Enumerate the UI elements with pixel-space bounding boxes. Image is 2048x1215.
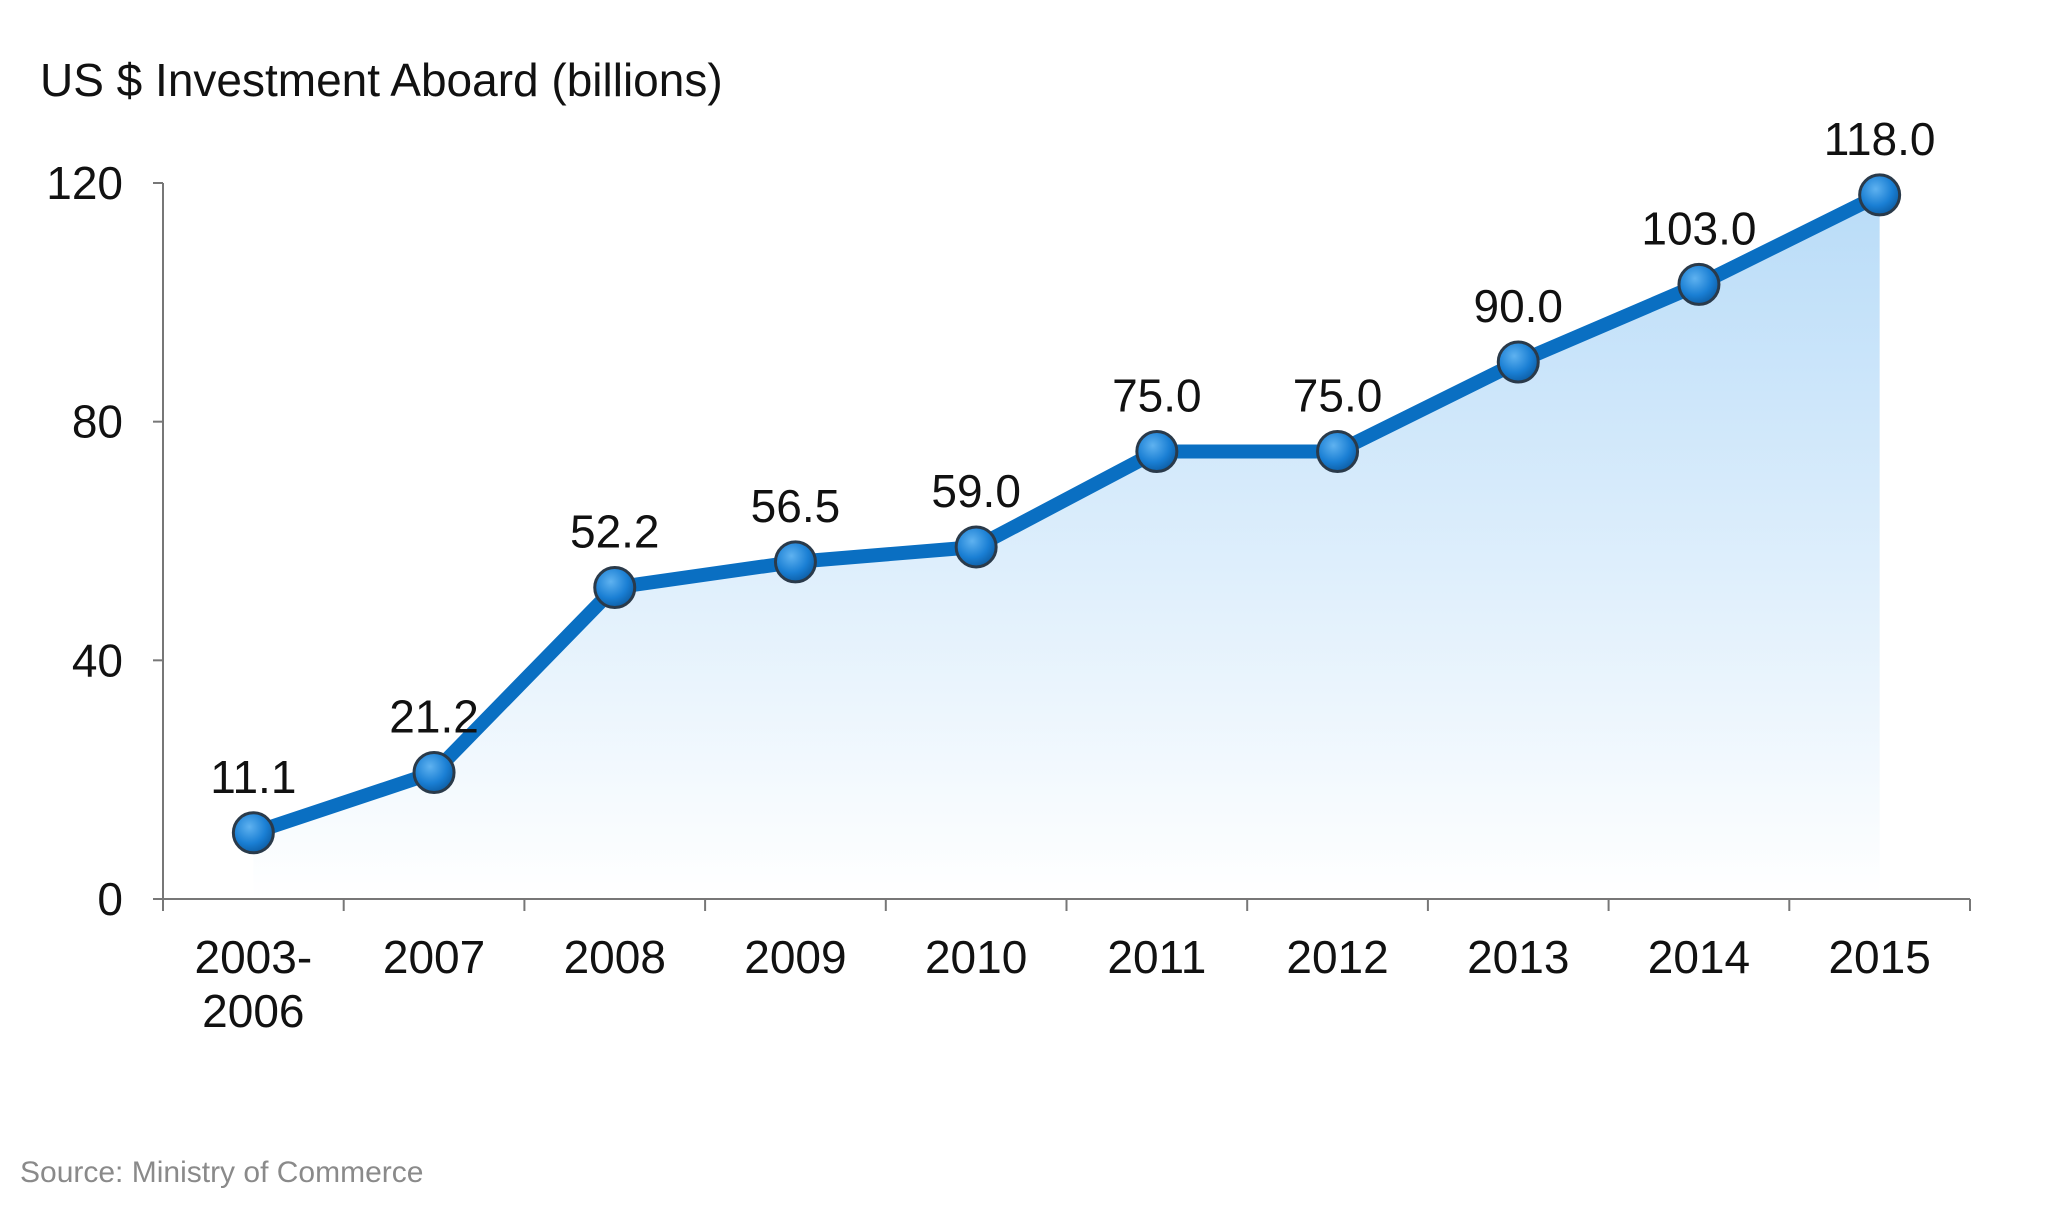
data-point-marker bbox=[1858, 173, 1902, 217]
chart-title: US $ Investment Aboard (billions) bbox=[40, 54, 723, 106]
data-point-marker bbox=[1316, 430, 1360, 473]
data-label: 75.0 bbox=[1112, 370, 1202, 422]
y-tick-label: 80 bbox=[72, 396, 123, 448]
data-point-marker bbox=[773, 540, 817, 584]
data-point-marker bbox=[412, 751, 456, 795]
x-tick-label: 2012 bbox=[1286, 931, 1388, 983]
x-tick-label: 2009 bbox=[744, 931, 846, 983]
data-label: 56.5 bbox=[751, 480, 841, 532]
x-tick-label: 2010 bbox=[925, 931, 1027, 983]
x-tick-label: 2015 bbox=[1828, 931, 1930, 983]
data-point-marker bbox=[231, 811, 275, 855]
x-tick-label: 2008 bbox=[564, 931, 666, 983]
y-tick-label: 40 bbox=[72, 634, 123, 686]
data-label: 103.0 bbox=[1641, 202, 1756, 254]
series-line bbox=[251, 188, 1883, 840]
data-label: 21.2 bbox=[389, 691, 479, 743]
data-point-marker bbox=[593, 566, 637, 610]
data-label: 59.0 bbox=[931, 465, 1021, 517]
data-label: 52.2 bbox=[570, 506, 660, 558]
data-label: 11.1 bbox=[210, 751, 296, 803]
source-note: Source: Ministry of Commerce bbox=[20, 1156, 423, 1189]
data-label: 75.0 bbox=[1293, 370, 1383, 422]
x-tick-label: 2011 bbox=[1107, 931, 1206, 983]
data-point-marker bbox=[1496, 340, 1540, 384]
y-tick-label: 120 bbox=[46, 157, 123, 209]
x-tick-label: 2013 bbox=[1467, 931, 1569, 983]
x-tick-label: 2014 bbox=[1648, 931, 1750, 983]
data-point-marker bbox=[1135, 430, 1179, 473]
x-tick-label: 2003-2006 bbox=[195, 931, 313, 1037]
area-fill bbox=[253, 194, 1880, 899]
x-tick-label: 2007 bbox=[383, 931, 485, 983]
data-point-marker bbox=[954, 525, 998, 569]
y-tick-label: 0 bbox=[97, 873, 123, 925]
data-label: 118.0 bbox=[1824, 113, 1936, 165]
data-label: 90.0 bbox=[1473, 280, 1563, 332]
data-point-marker bbox=[1677, 262, 1721, 306]
